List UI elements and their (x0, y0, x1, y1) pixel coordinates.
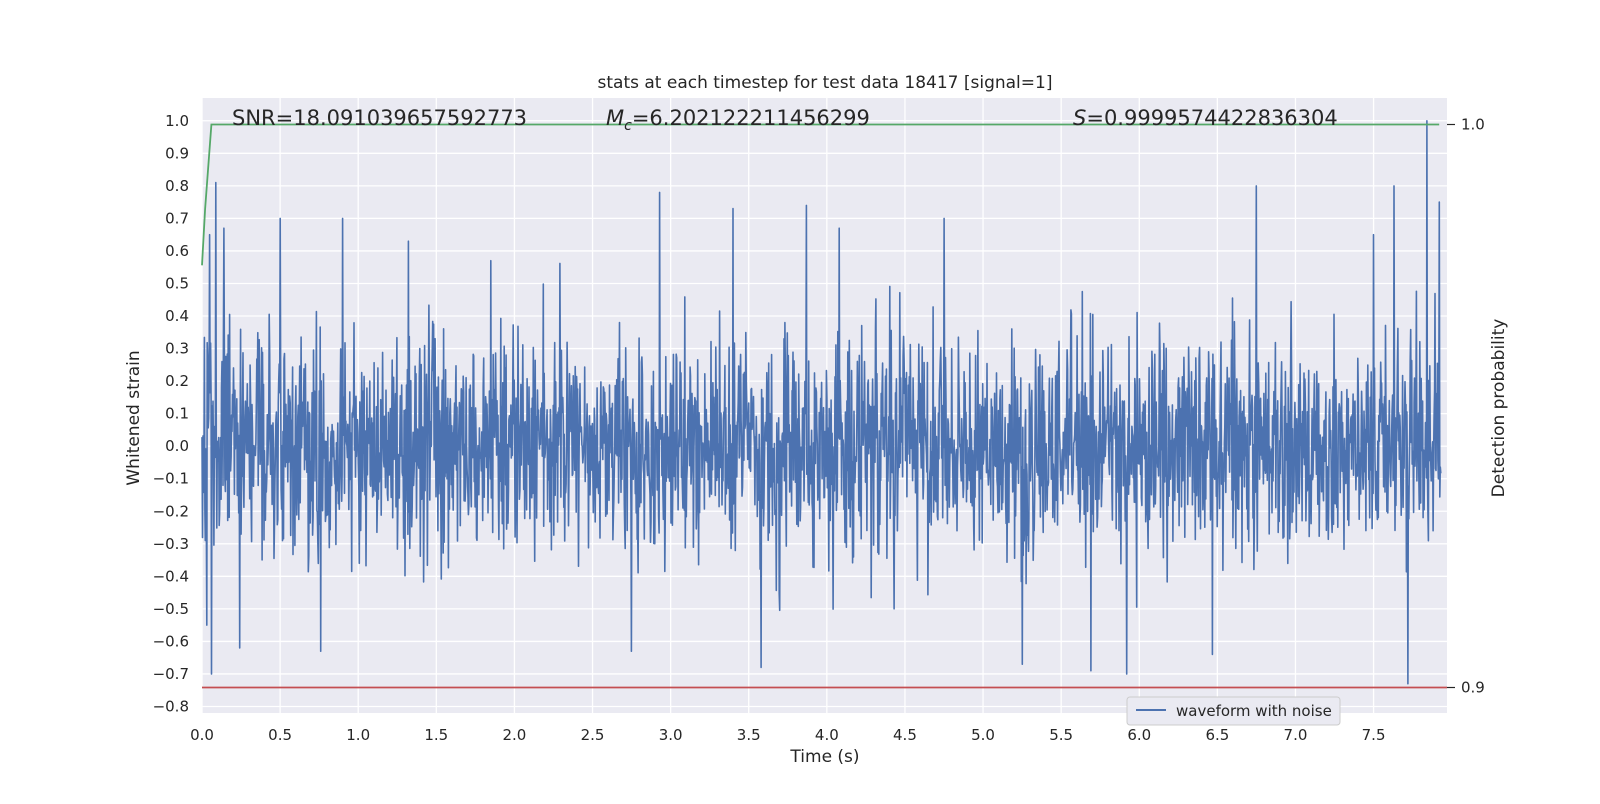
x-tick-label: 3.0 (659, 726, 683, 744)
y-tick-label: 0.4 (165, 307, 189, 325)
x-tick-label: 5.5 (1049, 726, 1073, 744)
y-tick-label: −0.1 (153, 470, 189, 488)
x-tick-label: 0.5 (268, 726, 292, 744)
x-tick-label: 4.5 (893, 726, 917, 744)
y-tick-label: −0.7 (153, 665, 189, 683)
y-tick-label: 1.0 (165, 112, 189, 130)
y-tick-label: 0.5 (165, 274, 189, 292)
x-tick-label: 3.5 (737, 726, 761, 744)
legend: waveform with noise (1126, 696, 1341, 726)
axes: 0.0 0.5 1.0 1.5 2.0 2.5 3.0 3.5 4.0 4.5 5.0 5.5 6.0 6… (153, 112, 1485, 744)
y2-tick-label: 1.0 (1461, 116, 1485, 134)
y-tick-label: −0.4 (153, 567, 189, 585)
y2-tick-label: 0.9 (1461, 679, 1485, 697)
chirp-mass-subscript: c (624, 118, 632, 134)
y-tick-label: −0.8 (153, 697, 189, 715)
y-tick-label: −0.6 (153, 632, 189, 650)
x-tick-label: 5.0 (971, 726, 995, 744)
y-tick-label: −0.5 (153, 600, 189, 618)
x-tick-label: 7.0 (1284, 726, 1308, 744)
y-tick-label: −0.3 (153, 535, 189, 553)
x-tick-label: 1.5 (424, 726, 448, 744)
y-axis-label: Whitened strain (124, 350, 144, 485)
x-tick-label: 6.0 (1127, 726, 1151, 744)
detection-stat-value: =0.9999574422836304 (1086, 106, 1337, 130)
y-tick-label: 0.6 (165, 242, 189, 260)
y-tick-label: 0.1 (165, 405, 189, 423)
chart-title: stats at each timestep for test data 184… (598, 73, 1053, 93)
y-tick-label: 0.7 (165, 209, 189, 227)
detection-stat-symbol: S (1073, 106, 1086, 130)
x-tick-label: 1.0 (346, 726, 370, 744)
legend-label: waveform with noise (1176, 702, 1332, 720)
x-tick-label: 0.0 (190, 726, 214, 744)
x-tick-label: 7.5 (1362, 726, 1386, 744)
series-layer (201, 120, 1447, 689)
legend-box (1126, 696, 1341, 726)
chirp-mass-annotation: Mc=6.202122211456299 (606, 106, 870, 134)
series-detection-probability (201, 123, 1440, 266)
detection-stat-annotation: S=0.9999574422836304 (1073, 106, 1338, 130)
chirp-mass-symbol: M (606, 106, 624, 130)
x-tick-label: 6.5 (1205, 726, 1229, 744)
y-tick-label: 0.2 (165, 372, 189, 390)
y-tick-label: 0.8 (165, 177, 189, 195)
y-tick-label: 0.9 (165, 144, 189, 162)
chirp-mass-value: =6.202122211456299 (632, 106, 870, 130)
x-tick-label: 2.0 (502, 726, 526, 744)
x-tick-label: 2.5 (581, 726, 605, 744)
y-tick-label: 0.3 (165, 340, 189, 358)
y-tick-label: −0.2 (153, 502, 189, 520)
y2-axis-label: Detection probability (1489, 319, 1509, 498)
series-waveform-with-noise (201, 120, 1442, 685)
snr-annotation: SNR=18.091039657592773 (232, 106, 527, 130)
x-axis-label: Time (s) (789, 747, 859, 767)
y-tick-label: 0.0 (165, 437, 189, 455)
x-tick-label: 4.0 (815, 726, 839, 744)
